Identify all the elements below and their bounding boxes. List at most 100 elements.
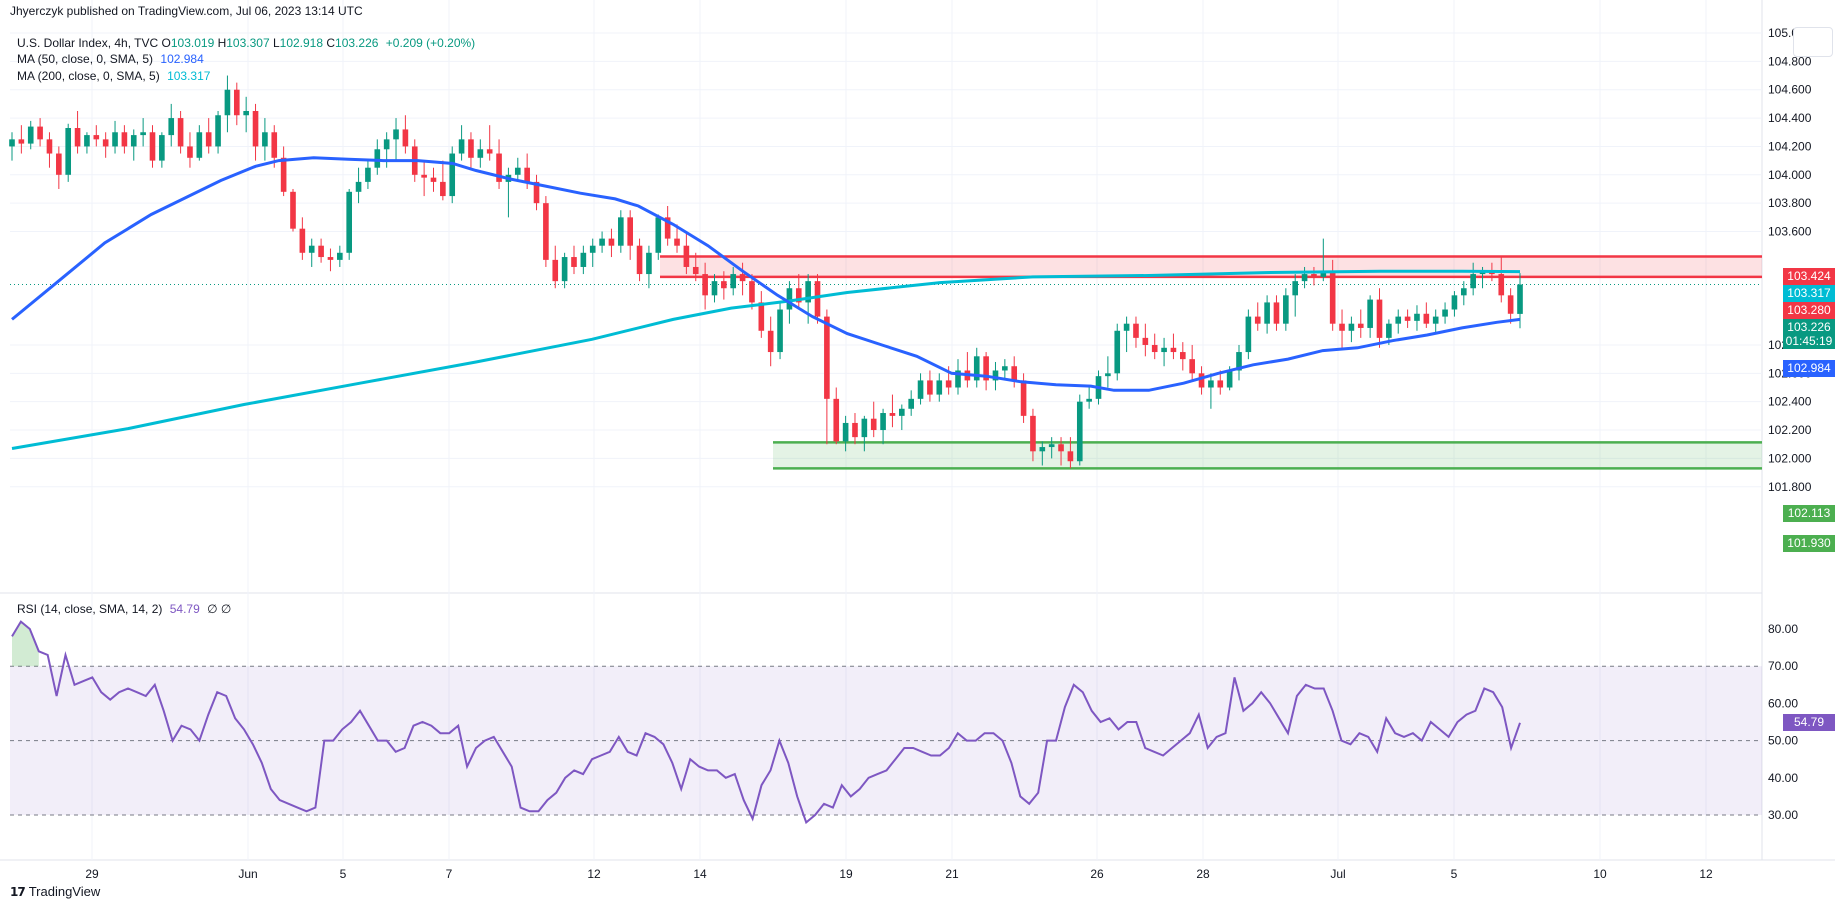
ohlc-value-c: 103.226	[335, 36, 379, 50]
candle-body	[1367, 299, 1373, 328]
candle-body	[702, 274, 708, 296]
candle-body	[327, 257, 334, 260]
rsi-tick-label: 70.00	[1768, 659, 1798, 673]
candle-body	[543, 203, 549, 260]
candle-body	[1076, 401, 1083, 462]
ma50-value: 102.984	[160, 52, 204, 66]
candle-body	[533, 181, 540, 204]
candle-body	[130, 135, 137, 147]
candle-body	[1254, 316, 1261, 324]
candle-body	[814, 281, 821, 317]
candle-body	[159, 135, 165, 161]
candle-body	[1086, 398, 1092, 402]
candle-body	[365, 167, 371, 182]
candle-body	[9, 139, 15, 147]
candle-body	[1161, 347, 1167, 353]
candle-body	[758, 302, 765, 331]
candle-body	[646, 252, 652, 275]
candle-body	[1226, 370, 1233, 388]
candle-body	[215, 115, 221, 147]
candle-body	[1442, 309, 1448, 317]
candle-body	[486, 149, 493, 154]
candle-body	[1264, 302, 1270, 324]
candle-body	[1105, 373, 1111, 377]
candle-body	[786, 288, 793, 310]
time-tick-label: Jul	[1330, 867, 1345, 881]
rsi-tick-label: 80.00	[1768, 622, 1798, 636]
candle-body	[46, 139, 53, 154]
candle-body	[1498, 274, 1505, 296]
candle-body	[833, 398, 840, 442]
candle-body	[1292, 281, 1299, 296]
candle-body	[852, 422, 858, 438]
candle-body	[337, 252, 343, 260]
candle-body	[721, 281, 727, 289]
change-value: +0.209 (+0.20%)	[385, 36, 476, 50]
candle-body	[571, 257, 577, 267]
candle-body	[1348, 323, 1355, 331]
rsi-line	[11, 620, 1521, 825]
rsi-extra: ∅ ∅	[207, 602, 232, 616]
candle-body	[1283, 295, 1289, 324]
price-tick-label: 101.800	[1768, 480, 1812, 494]
candle-body	[795, 288, 802, 303]
candle-body	[870, 418, 877, 431]
candle-body	[899, 408, 905, 416]
time-tick-label: 14	[693, 867, 707, 881]
candle-body	[18, 139, 25, 144]
time-tick-label: 19	[839, 867, 853, 881]
candle-body	[1414, 313, 1420, 321]
price-tick-label: 104.400	[1768, 111, 1812, 125]
candle-body	[730, 274, 737, 289]
candle-body	[1198, 373, 1205, 388]
time-tick-label: 7	[446, 867, 453, 881]
candle-body	[608, 238, 615, 246]
price-tick-label: 104.200	[1768, 139, 1812, 153]
candle-body	[627, 217, 633, 246]
rsi-label: RSI (14, close, SMA, 14, 2)	[17, 602, 163, 616]
countdown-value: 01:45:19	[1785, 334, 1833, 348]
candle-body	[1030, 415, 1036, 452]
candle-body	[599, 238, 605, 246]
candle-body	[1123, 323, 1130, 331]
candle-body	[767, 330, 774, 353]
candle-body	[561, 257, 568, 282]
price-axis-settings-button[interactable]	[1793, 27, 1833, 57]
candle-body	[280, 157, 287, 192]
candle-body	[496, 153, 502, 182]
candle-body	[102, 139, 109, 147]
candle-body	[233, 89, 240, 116]
symbol-name: U.S. Dollar Index, 4h, TVC	[17, 36, 159, 50]
candle-body	[168, 118, 175, 136]
candle-body	[74, 128, 81, 147]
candle-body	[927, 380, 933, 395]
price-tick-label: 103.600	[1768, 225, 1812, 239]
candle-body	[805, 281, 811, 303]
candle-body	[589, 245, 596, 253]
price-tick-label: 102.400	[1768, 395, 1812, 409]
price-tick-label: 104.000	[1768, 168, 1812, 182]
tag-ma200: 103.317	[1783, 285, 1835, 302]
candle-body	[1048, 444, 1055, 448]
candle-body	[618, 217, 624, 246]
time-tick-label: 5	[1451, 867, 1458, 881]
candle-body	[1142, 337, 1149, 345]
candle-body	[936, 380, 943, 395]
tradingview-logo[interactable]: 𝟭𝟳 TradingView	[10, 884, 100, 899]
time-tick-label: 12	[1699, 867, 1713, 881]
candle-body	[112, 132, 118, 147]
tag-rsi: 54.79	[1783, 714, 1835, 731]
candle-body	[177, 118, 184, 147]
candle-body	[1423, 313, 1430, 324]
candle-body	[973, 356, 980, 381]
candle-body	[1039, 447, 1046, 452]
candle-body	[664, 217, 671, 239]
candle-body	[524, 167, 530, 182]
time-tick-label: 12	[587, 867, 601, 881]
tag-ma50: 102.984	[1783, 360, 1835, 377]
candle-body	[1151, 344, 1158, 353]
ma50-label: MA (50, close, 0, SMA, 5)	[17, 52, 154, 66]
candle-body	[196, 132, 203, 158]
time-tick-label: 5	[340, 867, 347, 881]
